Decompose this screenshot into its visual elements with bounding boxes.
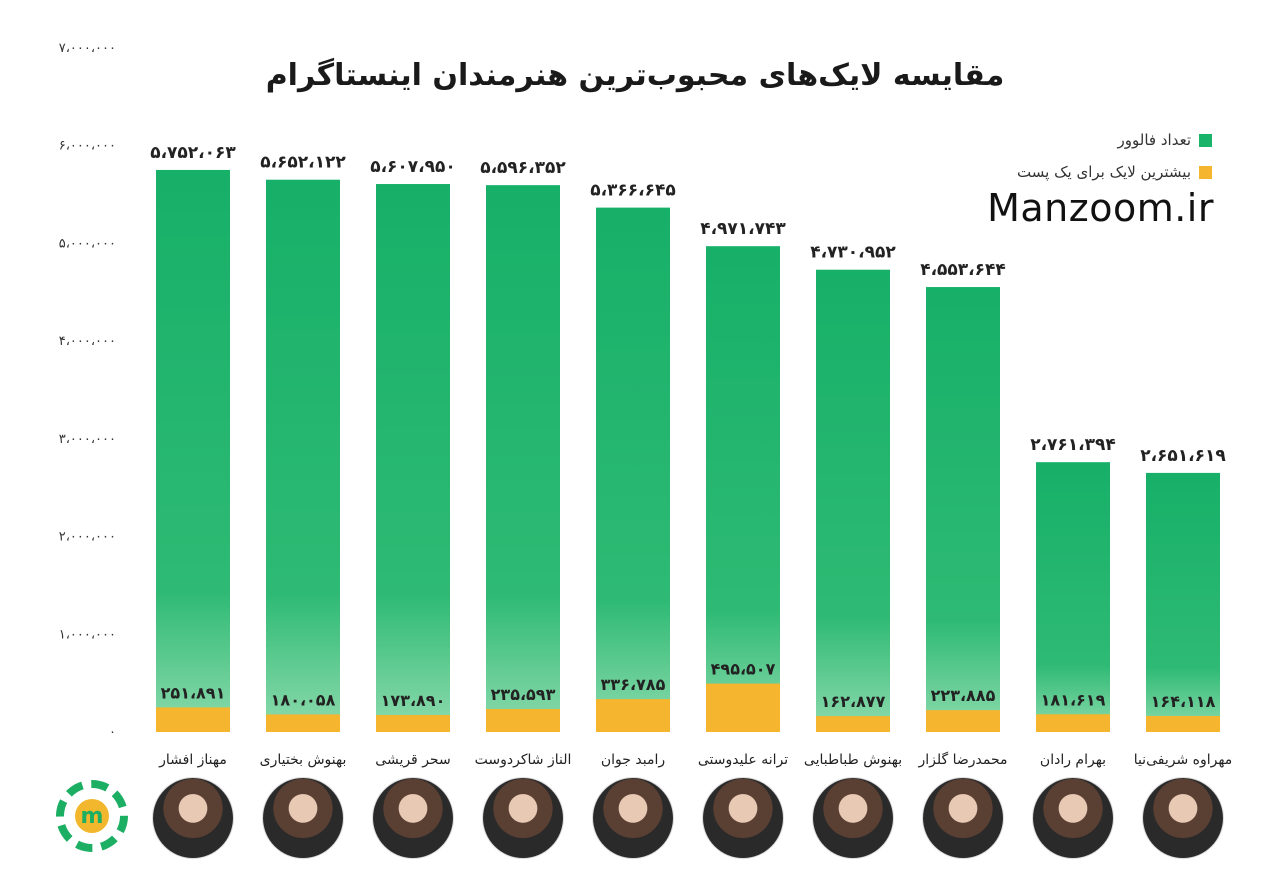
legend-item-max-likes: بیشترین لایک برای یک پست [1017, 156, 1212, 188]
legend-swatch-followers [1199, 133, 1212, 147]
artist-avatar [153, 778, 233, 858]
max-likes-bar [926, 710, 1000, 732]
max-likes-bar [486, 708, 560, 732]
followers-value-label: ۴،۷۳۰،۹۵۲ [810, 243, 896, 263]
artist-avatar [483, 778, 563, 858]
max-likes-value-label: ۱۶۴،۱۱۸ [1151, 692, 1216, 711]
max-likes-bar [1146, 715, 1220, 732]
followers-value-label: ۵،۷۵۲،۰۶۳ [150, 143, 236, 163]
max-likes-bar [816, 716, 890, 732]
followers-bar [1036, 462, 1110, 732]
followers-value-label: ۴،۵۵۳،۶۴۴ [920, 260, 1006, 280]
max-likes-value-label: ۲۲۳،۸۸۵ [931, 686, 996, 705]
category-label: الناز شاکردوست [475, 752, 572, 768]
legend-label-followers: تعداد فالوور [1117, 131, 1191, 149]
y-tick-label: ۶،۰۰۰،۰۰۰ [59, 139, 116, 154]
followers-bar [376, 184, 450, 732]
followers-value-label: ۵،۳۶۶،۶۴۵ [590, 181, 676, 201]
followers-bar [1146, 472, 1220, 732]
followers-bar [816, 269, 890, 732]
y-tick-label: ۰ [109, 725, 116, 740]
category-label: بهنوش بختیاری [260, 752, 347, 768]
artist-avatar [593, 778, 673, 858]
followers-value-label: ۲،۷۶۱،۳۹۴ [1030, 435, 1116, 455]
max-likes-bar [156, 707, 230, 732]
artist-avatar [1033, 778, 1113, 858]
artist-avatar [703, 778, 783, 858]
followers-value-label: ۴،۹۷۱،۷۴۳ [700, 219, 786, 239]
y-tick-label: ۲،۰۰۰،۰۰۰ [59, 530, 116, 545]
category-label: مهراوه شریفی‌نیا [1134, 752, 1233, 768]
max-likes-value-label: ۱۶۲،۸۷۷ [821, 692, 886, 711]
category-label: محمدرضا گلزار [917, 751, 1007, 768]
category-label: بهرام رادان [1040, 752, 1106, 768]
chart-title: مقایسه لایک‌های محبوب‌ترین هنرمندان اینس… [265, 58, 1005, 93]
category-label: بهنوش طباطبایی [804, 752, 902, 768]
followers-bar [596, 207, 670, 732]
followers-value-label: ۵،۶۵۲،۱۲۲ [260, 153, 346, 173]
max-likes-bar [706, 683, 780, 732]
y-tick-label: ۱،۰۰۰،۰۰۰ [59, 627, 116, 642]
artist-avatar [373, 778, 453, 858]
category-label: رامبد جوان [601, 752, 665, 768]
max-likes-value-label: ۳۳۶،۷۸۵ [601, 675, 666, 694]
artist-avatar [813, 778, 893, 858]
manzoom-m-icon: m [75, 799, 109, 833]
y-tick-label: ۷،۰۰۰،۰۰۰ [59, 41, 116, 56]
max-likes-value-label: ۲۳۵،۵۹۳ [491, 685, 556, 704]
category-label: ترانه علیدوستی [698, 752, 788, 768]
y-axis: ۰ ۱،۰۰۰،۰۰۰ ۲،۰۰۰،۰۰۰ ۳،۰۰۰،۰۰۰ ۴،۰۰۰،۰۰۰ ۵،۰… [59, 41, 116, 740]
followers-bar [706, 246, 780, 732]
followers-bar [156, 169, 230, 732]
y-tick-label: ۴،۰۰۰،۰۰۰ [59, 334, 116, 349]
max-likes-value-label: ۱۸۰،۰۵۸ [271, 690, 336, 709]
category-label: مهناز افشار [158, 752, 227, 768]
artist-avatar [923, 778, 1003, 858]
max-likes-value-label: ۱۸۱،۶۱۹ [1041, 690, 1106, 709]
followers-value-label: ۵،۶۰۷،۹۵۰ [370, 157, 456, 177]
legend-item-followers: تعداد فالوور [1017, 124, 1212, 156]
max-likes-bar [1036, 714, 1110, 732]
followers-value-label: ۵،۵۹۶،۳۵۲ [480, 158, 566, 178]
followers-value-label: ۲،۶۵۱،۶۱۹ [1140, 446, 1226, 466]
bars-group: ۵،۷۵۲،۰۶۳ ۲۵۱،۸۹۱ مهناز افشار ۵،۶۵۲،۱۲۲ ۱۸۰،… [150, 143, 1232, 768]
y-tick-label: ۵،۰۰۰،۰۰۰ [59, 236, 116, 251]
max-likes-value-label: ۱۷۳،۸۹۰ [381, 691, 446, 710]
avatar-row: m [0, 778, 1280, 862]
brand-logo-text: Manzoom.ir [987, 186, 1214, 230]
legend: تعداد فالوور بیشترین لایک برای یک پست [1017, 124, 1212, 188]
followers-bar [926, 287, 1000, 732]
legend-label-max-likes: بیشترین لایک برای یک پست [1017, 163, 1191, 181]
artist-avatar [1143, 778, 1223, 858]
manzoom-badge-icon: m [56, 780, 128, 852]
followers-bar [486, 185, 560, 732]
followers-bar [266, 179, 340, 733]
legend-swatch-max-likes [1199, 165, 1212, 179]
max-likes-value-label: ۴۹۵،۵۰۷ [711, 660, 776, 679]
artist-avatar [263, 778, 343, 858]
max-likes-bar [596, 699, 670, 732]
max-likes-value-label: ۲۵۱،۸۹۱ [161, 683, 226, 702]
y-tick-label: ۳،۰۰۰،۰۰۰ [59, 432, 116, 447]
category-label: سحر قریشی [375, 752, 450, 768]
max-likes-bar [266, 714, 340, 732]
max-likes-bar [376, 715, 450, 732]
